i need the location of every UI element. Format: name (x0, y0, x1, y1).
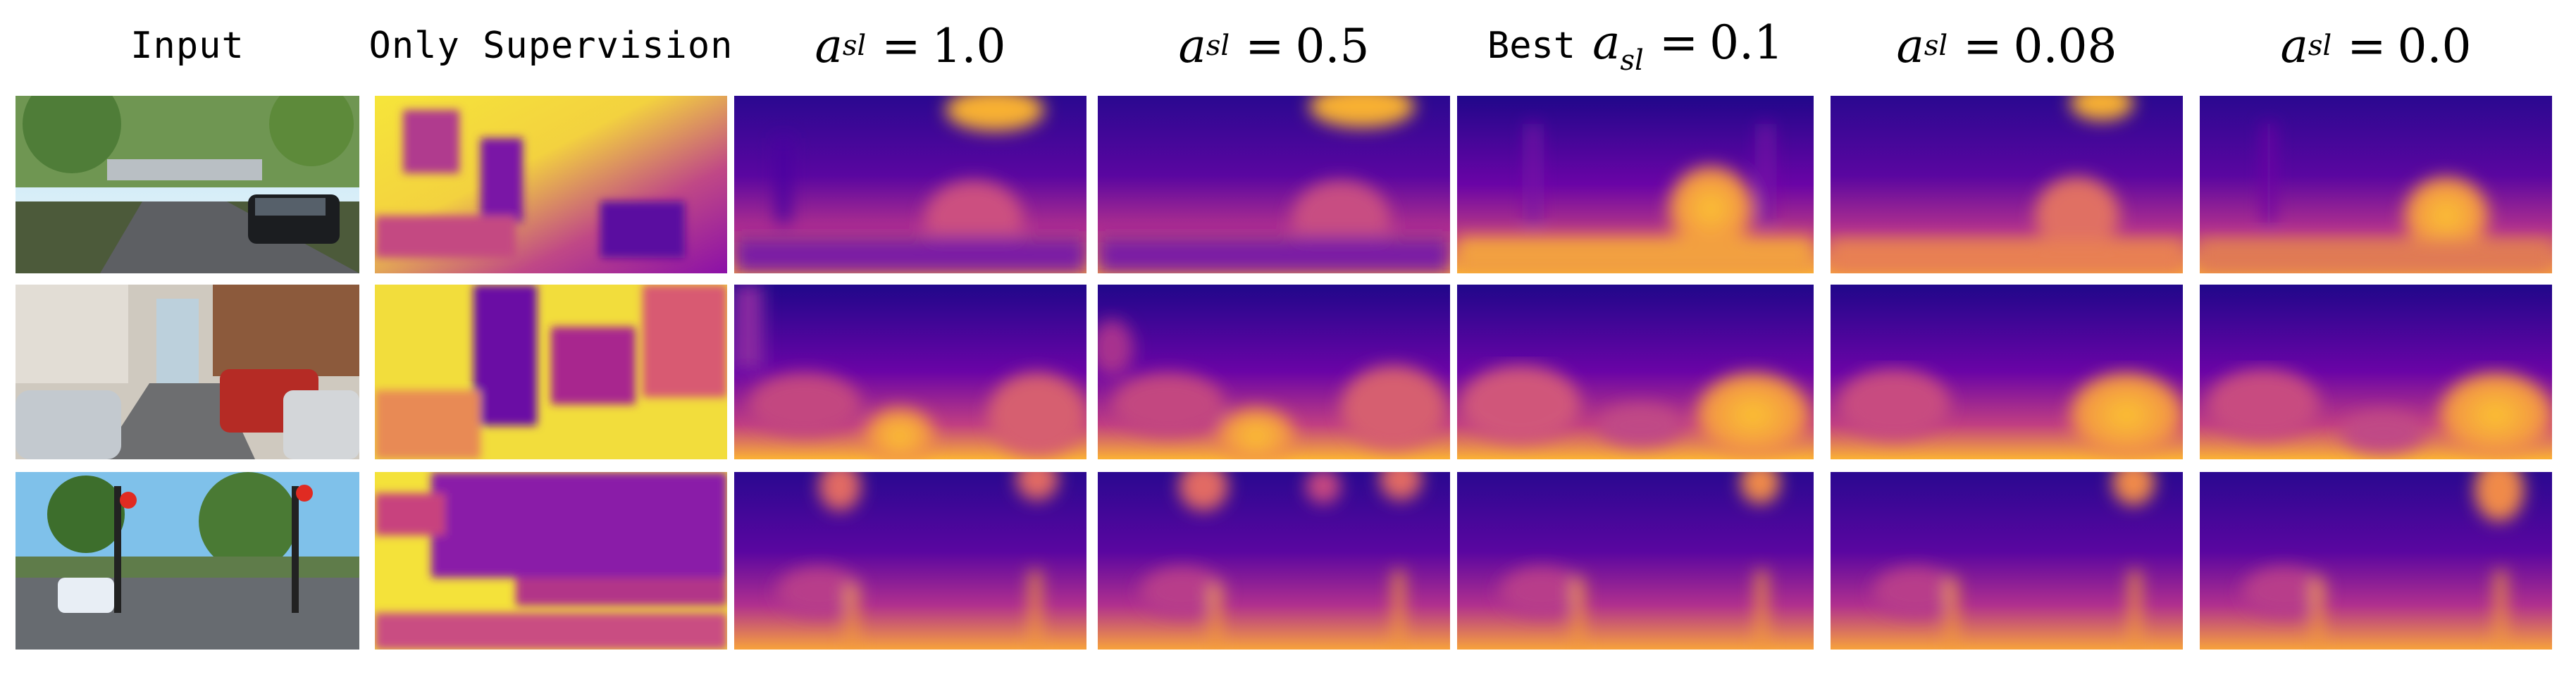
symbol-a: a (1592, 15, 1621, 70)
header-value: 0.08 (2013, 18, 2117, 73)
column-header-asl-0-0: a sl = 0.0 (2200, 0, 2552, 92)
header-value: 0.5 (1295, 18, 1370, 73)
column-header-asl-1-0: a sl = 1.0 (734, 0, 1086, 92)
input-image-row-3 (16, 472, 359, 650)
column-header-asl-0-08: a sl = 0.08 (1831, 0, 2183, 92)
equals-sign: = (1659, 15, 1699, 70)
depth-map-row-3 (2200, 472, 2552, 650)
header-value: 0.0 (2397, 18, 2472, 73)
depth-map-row-2 (2200, 285, 2552, 459)
header-value: 0.1 (1709, 15, 1784, 70)
depth-map-row-1 (2200, 96, 2552, 273)
supervision-map-row-2 (375, 285, 727, 459)
symbol-subscript: sl (1206, 30, 1230, 62)
symbol-a: a (2280, 18, 2308, 73)
header-value: 1.0 (931, 18, 1006, 73)
equals-sign: = (1245, 18, 1284, 73)
column-asl-1-0: a sl = 1.0 (734, 0, 1086, 677)
column-asl-0-5: a sl = 0.5 (1098, 0, 1450, 677)
depth-map-row-3 (734, 472, 1086, 650)
column-header-asl-0-5: a sl = 0.5 (1098, 0, 1450, 92)
depth-map-row-1 (734, 96, 1086, 273)
input-image-row-2 (16, 285, 359, 459)
symbol-a: a (1896, 18, 1924, 73)
column-header-asl-0-1: Best asl = 0.1 (1457, 0, 1814, 92)
column-asl-0-08: a sl = 0.08 (1831, 0, 2183, 677)
supervision-map-row-3 (375, 472, 727, 650)
depth-map-row-1 (1457, 96, 1814, 273)
depth-map-row-2 (1098, 285, 1450, 459)
header-label: Only Supervision (369, 25, 733, 67)
best-label: Best (1487, 25, 1576, 67)
symbol-a: a (815, 18, 843, 73)
column-asl-0-0: a sl = 0.0 (2200, 0, 2552, 677)
symbol-a: a (1178, 18, 1206, 73)
header-label: Input (130, 25, 244, 67)
input-image-row-1 (16, 96, 359, 273)
column-header-only-supervision: Only Supervision (369, 0, 733, 92)
equals-sign: = (1963, 18, 2002, 73)
depth-map-row-3 (1098, 472, 1450, 650)
depth-map-row-1 (1098, 96, 1450, 273)
symbol-subscript: sl (1924, 30, 1948, 62)
supervision-map-row-1 (375, 96, 727, 273)
depth-map-row-3 (1831, 472, 2183, 650)
equals-sign: = (881, 18, 921, 73)
depth-map-row-2 (734, 285, 1086, 459)
column-input: Input (16, 0, 359, 677)
symbol-subscript: sl (1620, 44, 1644, 77)
depth-map-row-3 (1457, 472, 1814, 650)
column-only-supervision: Only Supervision (369, 0, 733, 677)
depth-map-row-2 (1831, 285, 2183, 459)
column-header-input: Input (16, 0, 359, 92)
equals-sign: = (2347, 18, 2386, 73)
depth-map-row-1 (1831, 96, 2183, 273)
column-asl-0-1: Best asl = 0.1 (1457, 0, 1814, 677)
symbol-subscript: sl (842, 30, 867, 62)
depth-map-row-2 (1457, 285, 1814, 459)
symbol-subscript: sl (2308, 30, 2332, 62)
